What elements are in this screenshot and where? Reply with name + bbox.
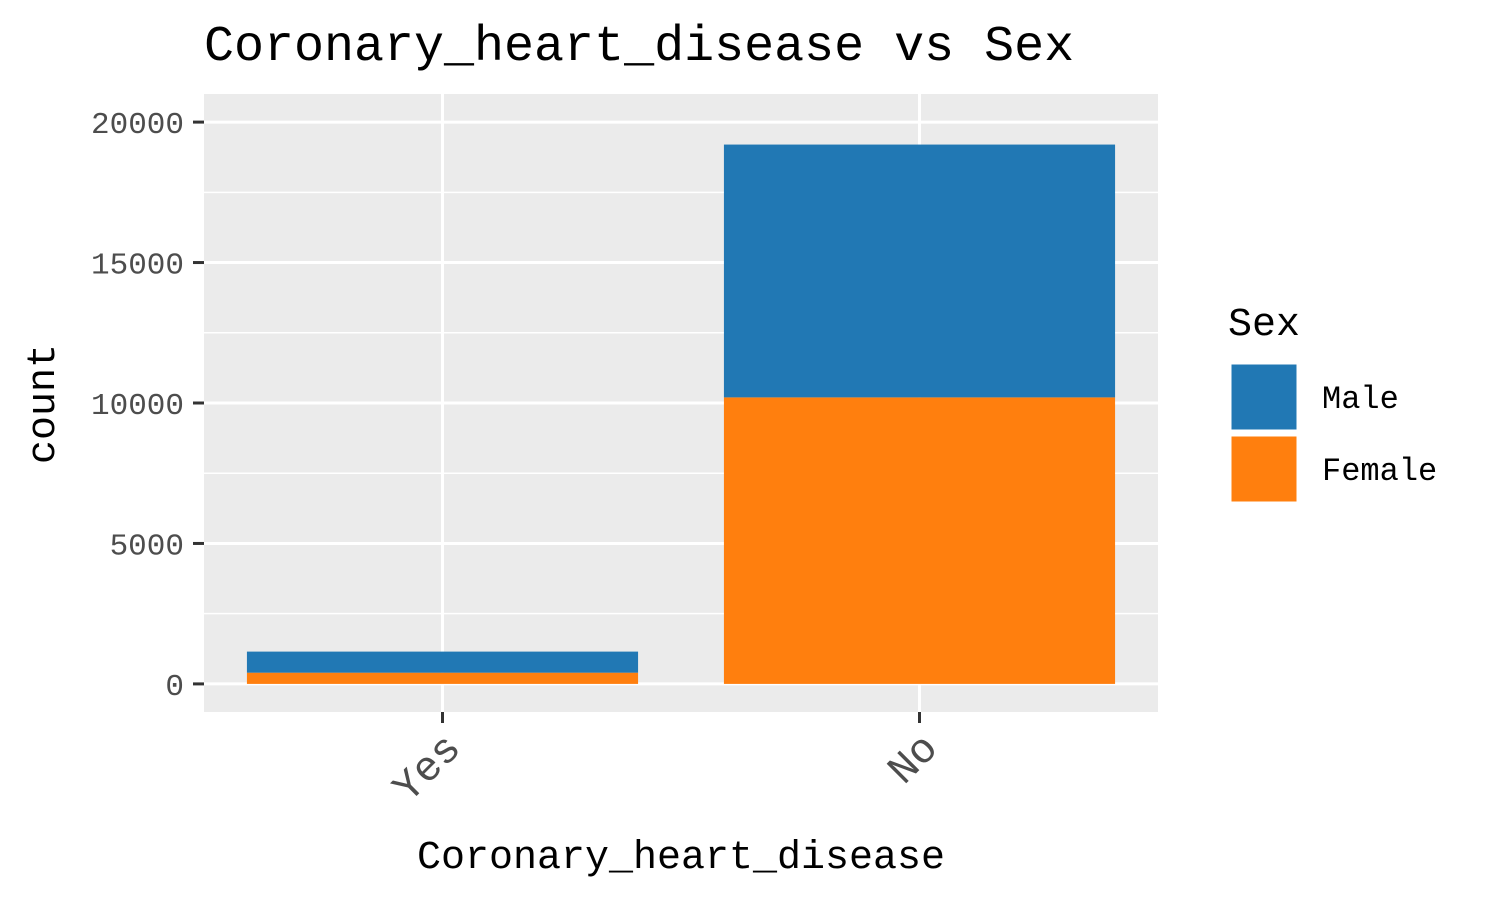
bar-female-yes	[246, 672, 639, 684]
legend-key-male	[1228, 361, 1300, 433]
legend-key-female	[1228, 433, 1300, 505]
chart-title: Coronary_heart_disease vs Sex	[204, 19, 1074, 76]
x-tick-label: No	[879, 725, 949, 795]
bar-male-no	[723, 144, 1116, 398]
x-tick-label: Yes	[384, 725, 471, 812]
y-tick-label: 5000	[110, 529, 184, 564]
bars	[246, 144, 1116, 684]
y-axis: 0 5000 10000 15000 20000	[91, 108, 204, 705]
y-tick-label: 20000	[91, 108, 184, 143]
bar-male-yes	[246, 651, 639, 673]
y-axis-title: count	[22, 344, 67, 464]
y-tick-label: 15000	[91, 249, 184, 284]
y-tick-label: 10000	[91, 389, 184, 424]
legend-label-male: Male	[1322, 381, 1399, 418]
legend: Sex Male Female	[1228, 303, 1437, 505]
y-tick-label: 0	[165, 670, 184, 705]
x-axis-title: Coronary_heart_disease	[417, 836, 945, 881]
legend-title: Sex	[1228, 303, 1300, 348]
legend-label-female: Female	[1322, 453, 1437, 490]
x-axis: Yes No	[384, 712, 949, 813]
bar-female-no	[723, 397, 1116, 684]
